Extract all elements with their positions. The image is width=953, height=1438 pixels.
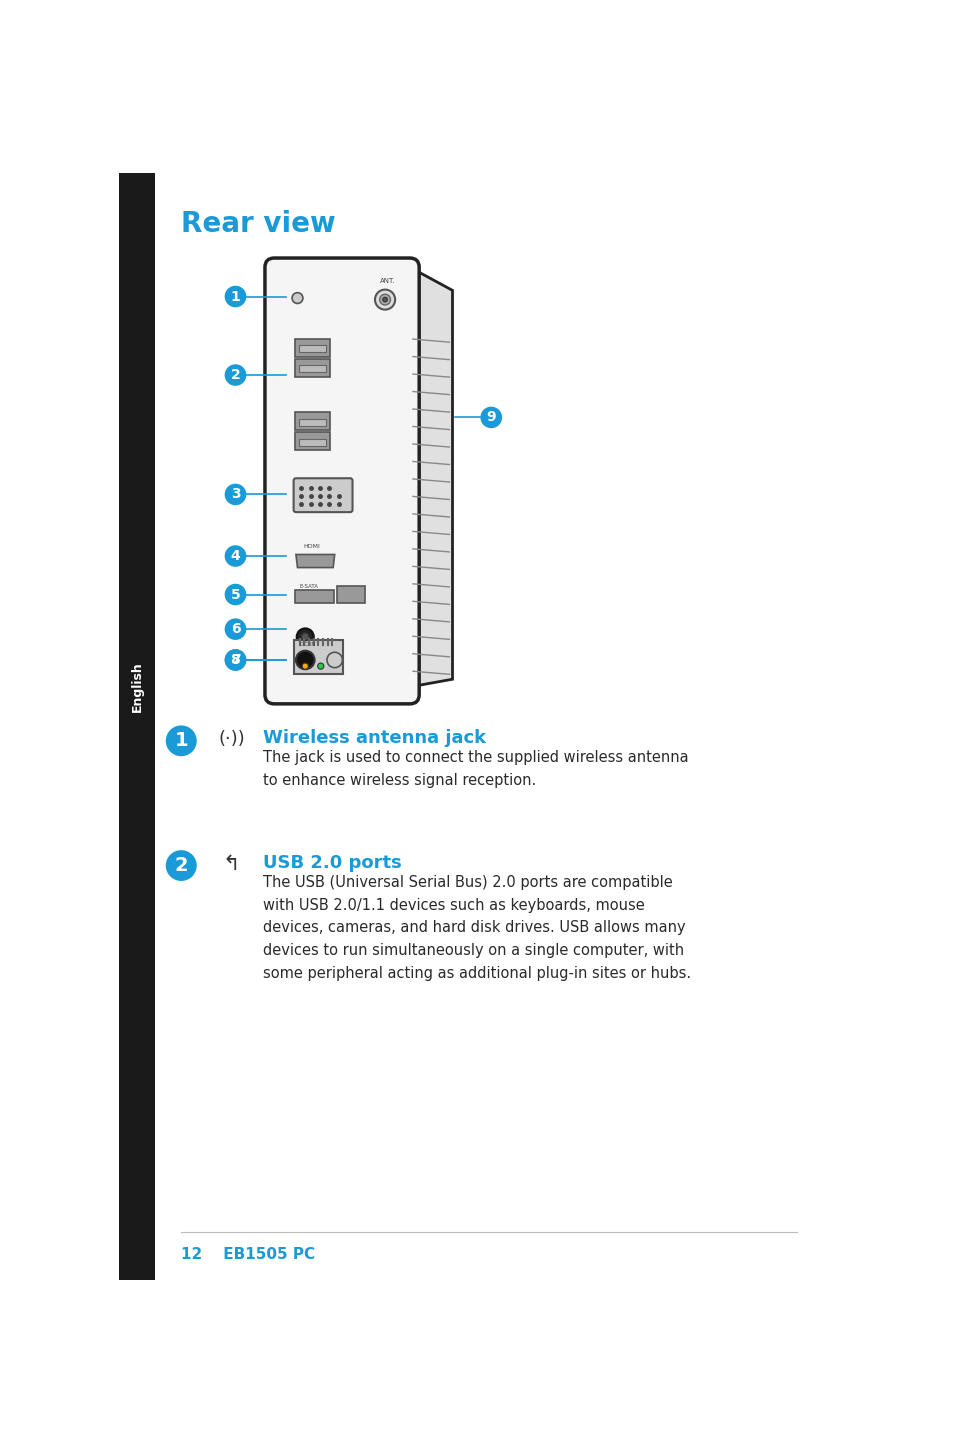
Text: ANT.: ANT. xyxy=(379,278,395,285)
Circle shape xyxy=(166,850,196,881)
Text: Rear view: Rear view xyxy=(181,210,335,237)
FancyBboxPatch shape xyxy=(298,439,325,446)
FancyBboxPatch shape xyxy=(294,479,353,512)
Text: 12    EB1505 PC: 12 EB1505 PC xyxy=(181,1248,315,1263)
Text: 7: 7 xyxy=(231,653,240,667)
Text: 3: 3 xyxy=(231,487,240,502)
FancyBboxPatch shape xyxy=(294,339,330,357)
Text: DC IN: DC IN xyxy=(299,643,315,647)
Text: Wireless antenna jack: Wireless antenna jack xyxy=(262,729,485,748)
Text: 6: 6 xyxy=(231,623,240,636)
Circle shape xyxy=(224,649,246,670)
FancyBboxPatch shape xyxy=(337,585,364,604)
Text: 2: 2 xyxy=(231,368,240,383)
Circle shape xyxy=(224,584,246,605)
FancyBboxPatch shape xyxy=(298,345,325,352)
Text: 1: 1 xyxy=(174,732,188,751)
Circle shape xyxy=(375,289,395,309)
Text: The jack is used to connect the supplied wireless antenna
to enhance wireless si: The jack is used to connect the supplied… xyxy=(262,751,687,788)
Circle shape xyxy=(224,545,246,567)
Text: English: English xyxy=(131,661,143,712)
Circle shape xyxy=(327,653,342,667)
Circle shape xyxy=(224,618,246,640)
FancyBboxPatch shape xyxy=(298,365,325,372)
FancyBboxPatch shape xyxy=(294,590,334,604)
Polygon shape xyxy=(295,555,335,568)
Text: (·)): (·)) xyxy=(218,731,245,748)
Circle shape xyxy=(295,651,314,669)
Circle shape xyxy=(224,483,246,505)
FancyBboxPatch shape xyxy=(294,413,330,430)
Text: HDMI: HDMI xyxy=(303,544,320,548)
Text: 2: 2 xyxy=(174,856,188,876)
Text: USB 2.0 ports: USB 2.0 ports xyxy=(262,854,401,871)
Circle shape xyxy=(292,293,303,303)
FancyBboxPatch shape xyxy=(119,173,154,1280)
Text: 5: 5 xyxy=(231,588,240,601)
FancyBboxPatch shape xyxy=(294,360,330,377)
FancyBboxPatch shape xyxy=(298,418,325,426)
Circle shape xyxy=(382,298,387,302)
Circle shape xyxy=(224,286,246,308)
Circle shape xyxy=(317,663,323,669)
FancyBboxPatch shape xyxy=(265,257,418,703)
Text: 4: 4 xyxy=(231,549,240,564)
Circle shape xyxy=(296,628,314,646)
Circle shape xyxy=(224,364,246,385)
Text: 9: 9 xyxy=(486,410,496,424)
Circle shape xyxy=(302,663,308,669)
Circle shape xyxy=(166,725,196,756)
Circle shape xyxy=(301,633,309,641)
Text: ↰: ↰ xyxy=(223,854,240,874)
FancyBboxPatch shape xyxy=(294,433,330,450)
Text: 1: 1 xyxy=(231,289,240,303)
Circle shape xyxy=(224,649,246,670)
Polygon shape xyxy=(410,267,452,687)
Text: The USB (Universal Serial Bus) 2.0 ports are compatible
with USB 2.0/1.1 devices: The USB (Universal Serial Bus) 2.0 ports… xyxy=(262,874,690,981)
FancyBboxPatch shape xyxy=(294,640,343,674)
Text: 8: 8 xyxy=(231,653,240,667)
Circle shape xyxy=(480,407,501,429)
Circle shape xyxy=(379,295,390,305)
Text: E-SATA: E-SATA xyxy=(299,584,318,590)
